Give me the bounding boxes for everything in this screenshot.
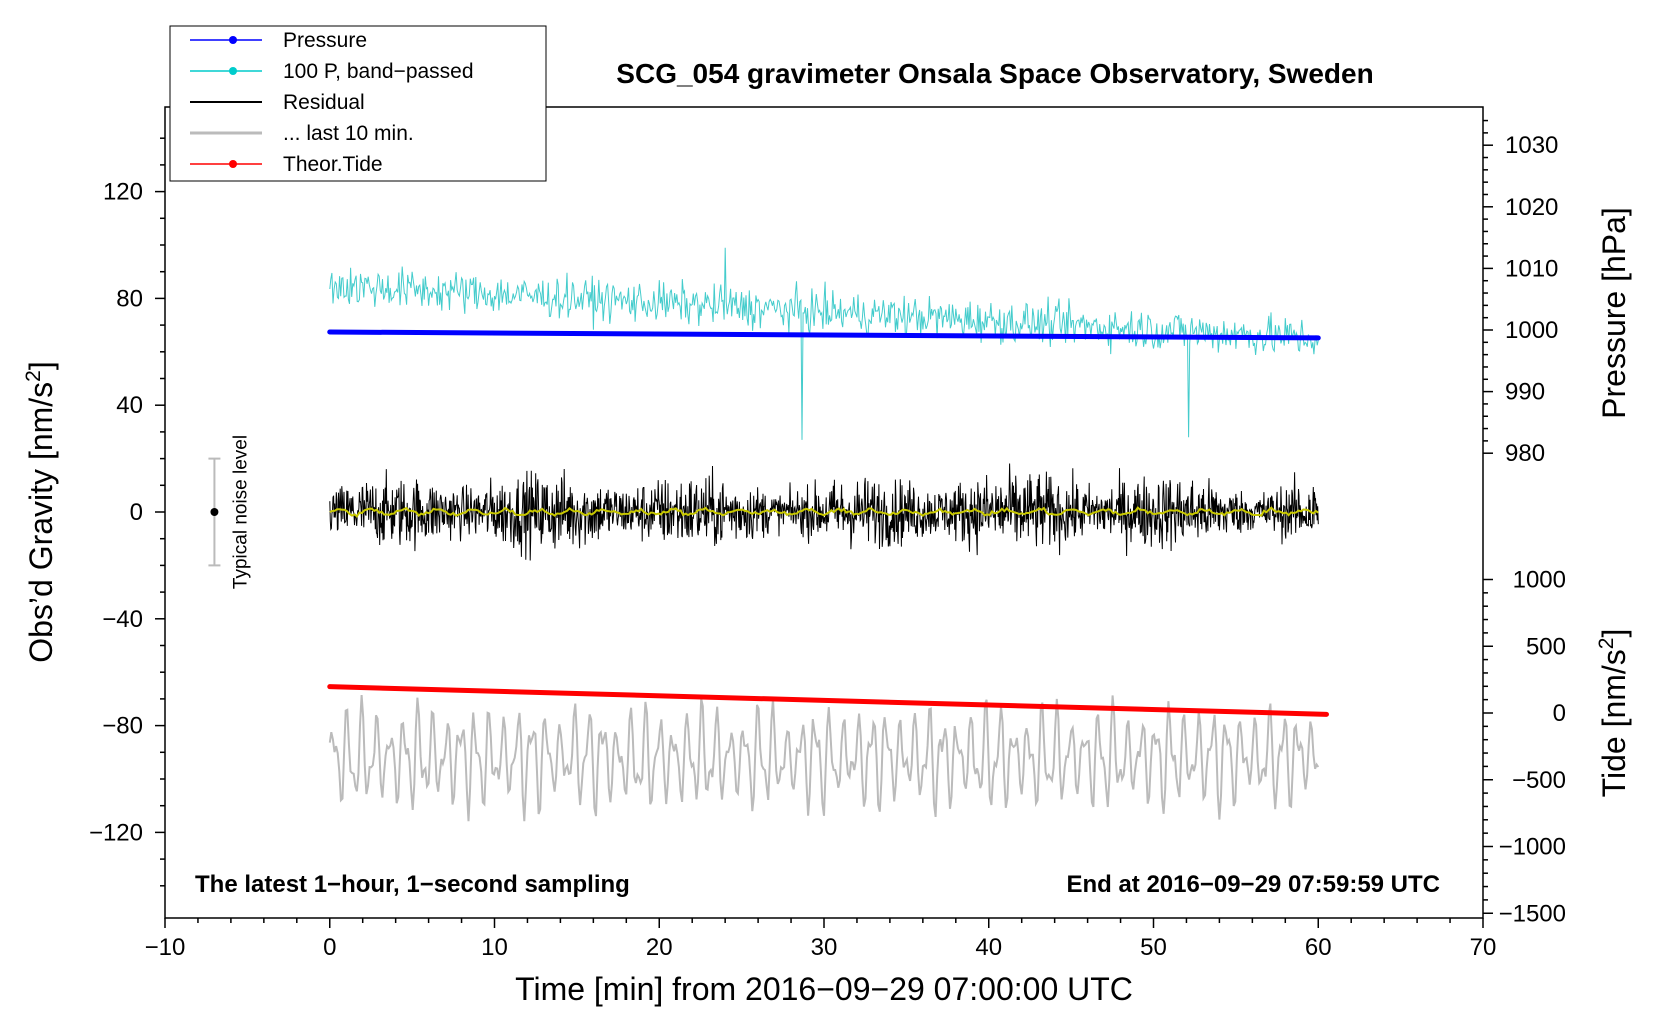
x-tick-label: 50 xyxy=(1140,934,1167,961)
series-tide-line xyxy=(327,684,1329,717)
tide-tick-label: 0 xyxy=(1553,700,1566,727)
end-time-note: End at 2016−09−29 07:59:59 UTC xyxy=(1066,871,1440,898)
legend-label-theor-tide: Theor.Tide xyxy=(283,153,383,176)
x-tick-label: −10 xyxy=(145,934,186,961)
pressure-tick-label: 1010 xyxy=(1505,255,1558,282)
x-axis-title: Time [min] from 2016−09−29 07:00:00 UTC xyxy=(515,971,1133,1007)
series-pressure-bandpassed-line xyxy=(329,247,1319,440)
y-tick-label: 0 xyxy=(130,499,143,526)
tide-tick-label: 500 xyxy=(1526,633,1566,660)
chart-title: SCG_054 gravimeter Onsala Space Observat… xyxy=(616,58,1373,89)
y-axis-right-pressure-title: Pressure [hPa] xyxy=(1596,207,1632,419)
y-axis-left-title-main: Obs’d Gravity [nm/s xyxy=(23,382,59,663)
y-axis-right-tide-title-main: Tide [nm/s xyxy=(1596,649,1632,797)
pressure-tick-label: 1030 xyxy=(1505,132,1558,159)
y-tick-label: −80 xyxy=(102,713,143,740)
pressure-tick-label: 1020 xyxy=(1505,194,1558,221)
x-tick-label: 0 xyxy=(323,934,336,961)
pressure-tick-label: 990 xyxy=(1505,379,1545,406)
series-last-10-min-line xyxy=(328,695,1320,822)
legend-label-pressure: Pressure xyxy=(283,29,367,52)
y-axis-right-tide: −1500 −1000 −500 0 500 1000 xyxy=(1483,567,1566,927)
legend-marker-pressure xyxy=(229,36,237,44)
series-residual-smoothed-line xyxy=(329,506,1319,518)
y-axis-right-tide-title: Tide [nm/s2] xyxy=(1595,629,1632,798)
legend-label-residual: Residual xyxy=(283,91,365,114)
tide-tick-label: −1500 xyxy=(1499,900,1566,927)
tide-tick-label: −1000 xyxy=(1499,834,1566,861)
tide-tick-label: −500 xyxy=(1512,767,1566,794)
x-tick-label: 70 xyxy=(1470,934,1497,961)
legend-box xyxy=(169,25,547,182)
pressure-tick-label: 980 xyxy=(1505,440,1545,467)
y-axis-left-title-sup: 2 xyxy=(22,370,45,382)
legend-marker-theor-tide xyxy=(229,160,237,168)
x-tick-label: 60 xyxy=(1305,934,1332,961)
x-axis: −10 0 10 20 30 40 50 60 70 xyxy=(145,918,1497,961)
legend: Pressure 100 P, band−passed Residual ... la… xyxy=(169,25,547,182)
legend-marker-100-p-band-passed xyxy=(229,67,237,75)
legend-label-100-p-band-passed: 100 P, band−passed xyxy=(283,60,474,83)
noise-level-label: Typical noise level xyxy=(230,435,251,589)
series-residual-line xyxy=(329,463,1319,561)
y-tick-label: 120 xyxy=(103,179,143,206)
tide-tick-label: 1000 xyxy=(1513,567,1566,594)
x-tick-label: 10 xyxy=(481,934,508,961)
sampling-note: The latest 1−hour, 1−second sampling xyxy=(195,871,630,898)
y-tick-label: −40 xyxy=(102,606,143,633)
y-tick-label: 80 xyxy=(116,285,143,312)
series-pressure-line xyxy=(327,329,1321,341)
noise-center-dot xyxy=(210,508,219,516)
y-axis-right-pressure: 980 990 1000 1010 1020 1030 xyxy=(1483,119,1558,467)
y-axis-left: −120 −80 −40 0 40 80 120 xyxy=(89,137,165,887)
y-axis-left-title-end: ] xyxy=(23,361,59,370)
series-layer xyxy=(327,247,1329,822)
x-tick-label: 20 xyxy=(646,934,673,961)
y-tick-label: −120 xyxy=(89,819,143,846)
y-axis-left-title: Obs’d Gravity [nm/s2] xyxy=(22,361,59,663)
y-axis-right-tide-title-sup: 2 xyxy=(1595,638,1618,650)
pressure-tick-label: 1000 xyxy=(1505,317,1558,344)
y-axis-right-tide-title-end: ] xyxy=(1596,629,1632,638)
y-tick-label: 40 xyxy=(116,392,143,419)
x-tick-label: 40 xyxy=(975,934,1002,961)
x-tick-label: 30 xyxy=(811,934,838,961)
legend-label-last-10-min: ... last 10 min. xyxy=(283,122,414,145)
noise-level-marker: Typical noise level xyxy=(208,435,251,589)
